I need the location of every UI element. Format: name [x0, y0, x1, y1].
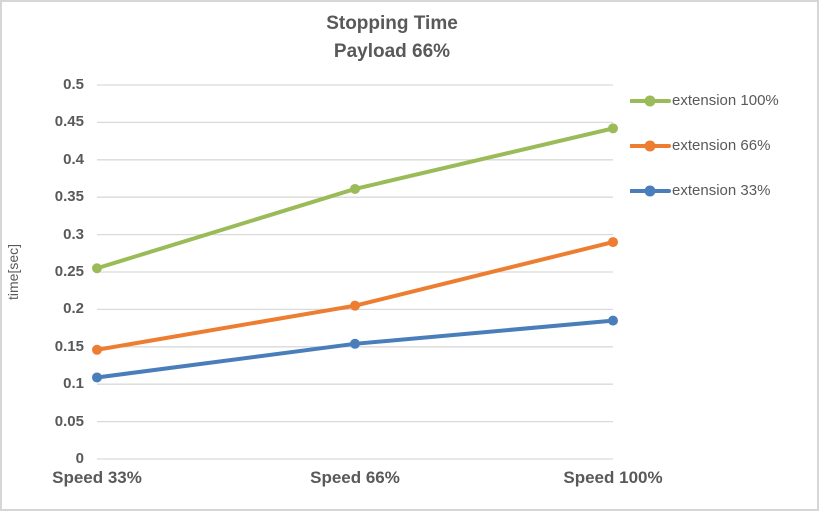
x-axis-label-speed-100: Speed 100% [563, 468, 663, 487]
data-point-marker [350, 183, 360, 194]
y-tick-label: 0.15 [54, 337, 84, 355]
series-line-extension-66- [95, 240, 615, 352]
y-tick-label: 0.1 [63, 375, 84, 393]
y-tick-label: 0.4 [63, 150, 84, 168]
chart-title-line1: Stopping Time [326, 13, 458, 34]
data-point-marker [350, 300, 360, 311]
x-axis-label-speed-66: Speed 66% [310, 468, 400, 487]
y-tick-label: 0.2 [63, 300, 84, 318]
legend-label: extension 33% [672, 182, 771, 199]
data-point-marker [350, 338, 360, 349]
legend-label: extension 100% [672, 92, 779, 109]
data-point-marker [92, 372, 102, 383]
x-axis-label-speed-33: Speed 33% [52, 468, 142, 487]
legend-item-extension-100[interactable]: extension 100% [630, 90, 779, 112]
y-tick-label: 0 [75, 450, 84, 467]
legend-label: extension 66% [672, 137, 771, 154]
series-line-extension-33- [95, 318, 615, 380]
legend-marker-line-dot-icon [630, 95, 671, 107]
y-tick-label: 0.05 [54, 412, 84, 430]
data-point-marker [608, 123, 618, 134]
legend-item-extension-33[interactable]: extension 33% [630, 180, 770, 202]
legend-item-extension-66[interactable]: extension 66% [630, 135, 770, 157]
y-tick-label: 0.45 [54, 113, 84, 131]
data-point-marker [92, 263, 102, 274]
y-tick-label: 0.25 [54, 263, 84, 280]
data-point-marker [92, 344, 102, 355]
chart-title: Stopping Time Payload 66% [2, 10, 782, 66]
legend-marker-line-dot-icon [630, 185, 671, 197]
y-tick-label: 0.5 [63, 76, 84, 93]
data-point-marker [608, 315, 618, 326]
y-tick-label: 0.35 [54, 188, 84, 206]
series-line-extension-100- [95, 126, 615, 271]
chart-title-line2: Payload 66% [333, 41, 451, 62]
legend-marker-line-dot-icon [630, 140, 671, 152]
data-point-marker [608, 237, 618, 248]
y-tick-label: 0.3 [63, 225, 84, 243]
